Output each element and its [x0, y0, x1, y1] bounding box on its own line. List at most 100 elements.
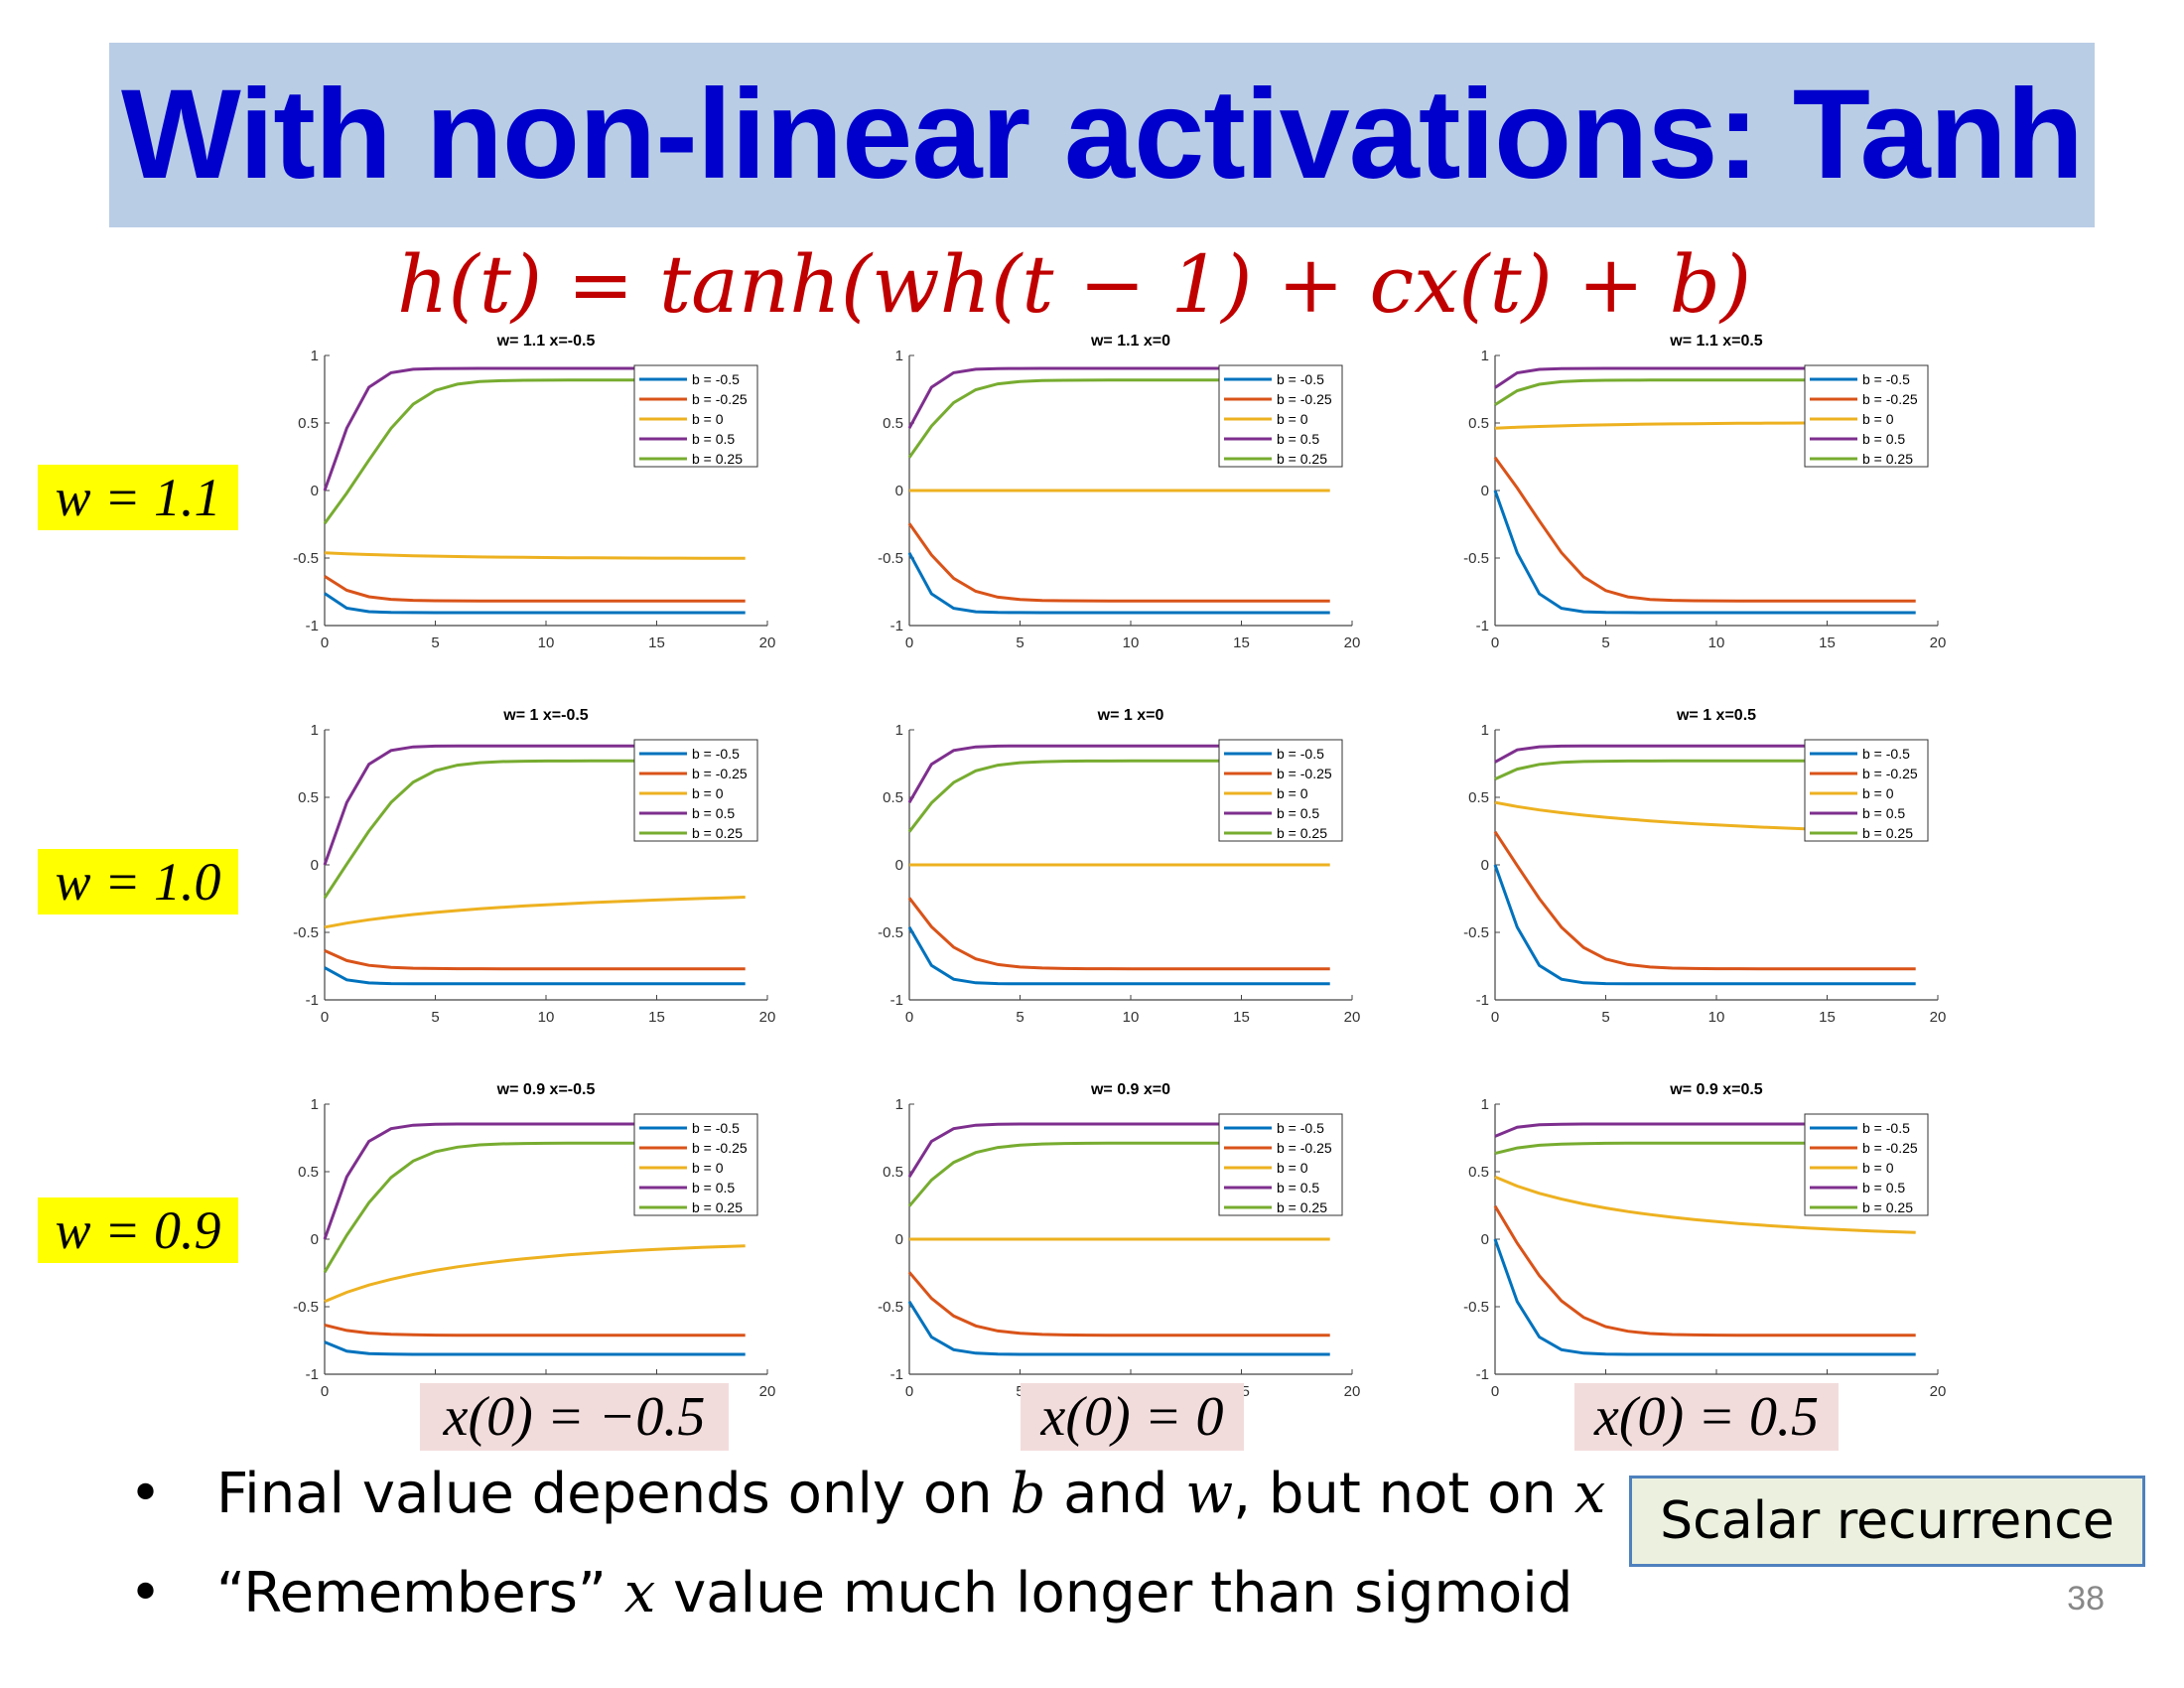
legend-entry: b = 0.5 — [1277, 431, 1319, 447]
bullet-text: value much longer than sigmoid — [655, 1561, 1573, 1625]
bullet-math: x — [623, 1561, 656, 1625]
x-tick-label: 20 — [1344, 634, 1361, 651]
row-label-w-1-0: w = 1.0 — [38, 849, 238, 914]
page-number: 38 — [2067, 1580, 2105, 1618]
legend-entry: b = 0 — [692, 785, 724, 801]
series-line — [324, 592, 746, 615]
subplot: w= 1 x=-0.5-1-0.500.510 5 10 15 20b = -0.5b … — [293, 707, 775, 1026]
x-tick-label: 5 — [1601, 1009, 1609, 1026]
legend-entry: b = -0.5 — [692, 746, 740, 762]
legend-entry: b = -0.25 — [1862, 766, 1918, 781]
subplot-title: w= 0.9 x=0.5 — [1669, 1081, 1763, 1098]
legend-entry: b = 0 — [1277, 1160, 1308, 1176]
series-line — [1493, 864, 1916, 986]
bullet-list: • Final value depends only on b and w, bu… — [129, 1445, 1605, 1643]
legend-entry: b = 0.25 — [1862, 825, 1913, 841]
y-tick-label: -0.5 — [878, 1299, 903, 1316]
legend-entry: b = 0.5 — [692, 805, 735, 821]
series-line — [324, 1323, 746, 1337]
title-bar: With non-linear activations: Tanh — [109, 43, 2095, 227]
legend-entry: b = 0.5 — [1862, 431, 1905, 447]
bullet-text: , but not on — [1233, 1462, 1574, 1526]
legend: b = -0.5 b = -0.25 b = 0 b = 0.5 b = 0.25 — [1218, 364, 1343, 468]
bullet-math: b — [1010, 1462, 1046, 1526]
subplot: w= 1.1 x=0-1-0.500.510 5 10 15 20b = -0.5b =… — [878, 333, 1360, 651]
y-tick-label: -1 — [1476, 992, 1489, 1009]
y-tick-label: -0.5 — [1463, 550, 1489, 567]
subplot-title: w= 1.1 x=0 — [1090, 333, 1170, 350]
y-tick-label: -0.5 — [878, 924, 903, 941]
y-tick-label: 0 — [1481, 1231, 1489, 1248]
subplot-title: w= 0.9 x=-0.5 — [496, 1081, 596, 1098]
y-tick-label: -1 — [1476, 1366, 1489, 1383]
subplot: w= 1 x=0.5-1-0.500.510 5 10 15 20b = -0.5b =… — [1463, 707, 1946, 1026]
x-tick-label: 5 — [1601, 634, 1609, 651]
x-tick-label: 10 — [538, 1009, 555, 1026]
legend-entry: b = -0.25 — [1862, 1140, 1918, 1156]
y-tick-label: -1 — [306, 1366, 319, 1383]
legend-entry: b = 0 — [1862, 1160, 1894, 1176]
x-tick-label: 0 — [321, 634, 329, 651]
y-tick-label: 0 — [311, 1231, 319, 1248]
x-tick-label: 10 — [1123, 1009, 1140, 1026]
y-tick-label: -1 — [890, 618, 903, 634]
bullet-dot: • — [129, 1462, 163, 1526]
x-tick-label: 15 — [1233, 634, 1250, 651]
subplot-title: w= 1 x=-0.5 — [502, 707, 588, 724]
series-line — [907, 522, 1330, 603]
y-tick-label: 1 — [1481, 722, 1489, 739]
y-tick-label: 0.5 — [298, 415, 319, 432]
legend-entry: b = 0.25 — [1862, 1199, 1913, 1215]
series-line — [324, 575, 746, 603]
y-tick-label: -1 — [890, 1366, 903, 1383]
legend-entry: b = -0.25 — [1277, 391, 1332, 407]
scalar-recurrence-callout: Scalar recurrence — [1629, 1476, 2145, 1567]
y-tick-label: 0.5 — [883, 789, 903, 806]
legend-box — [1218, 364, 1343, 468]
series-line — [324, 896, 746, 929]
bullet-item: • “Remembers” x value much longer than si… — [129, 1544, 1605, 1643]
x-tick-label: 20 — [1930, 1383, 1947, 1400]
series-line — [907, 926, 1330, 986]
series-line — [324, 966, 746, 986]
legend-entry: b = -0.25 — [692, 1140, 748, 1156]
y-tick-label: 0.5 — [883, 1164, 903, 1181]
legend-entry: b = -0.5 — [1862, 371, 1910, 387]
x-tick-label: 20 — [759, 1383, 776, 1400]
column-label-x-0: x(0) = 0 — [1021, 1383, 1244, 1451]
x-tick-label: 15 — [1819, 1009, 1836, 1026]
legend: b = -0.5 b = -0.25 b = 0 b = 0.5 b = 0.25 — [633, 739, 758, 842]
y-tick-label: 0.5 — [1468, 789, 1489, 806]
legend-entry: b = 0.5 — [692, 431, 735, 447]
series-line — [907, 552, 1330, 615]
legend: b = -0.5 b = -0.25 b = 0 b = 0.5 b = 0.25 — [1804, 364, 1929, 468]
legend: b = -0.5 b = -0.25 b = 0 b = 0.5 b = 0.25 — [1804, 1113, 1929, 1216]
x-tick-label: 15 — [1233, 1009, 1250, 1026]
y-tick-label: 0.5 — [883, 415, 903, 432]
series-line — [324, 551, 746, 560]
legend-entry: b = -0.5 — [1862, 1120, 1910, 1136]
x-tick-label: 5 — [1016, 634, 1024, 651]
x-tick-label: 15 — [648, 634, 665, 651]
subplot-title: w= 0.9 x=0 — [1090, 1081, 1170, 1098]
x-tick-label: 0 — [905, 1383, 913, 1400]
slide-title: With non-linear activations: Tanh — [121, 64, 2084, 206]
subplot-title: w= 1.1 x=0.5 — [1669, 333, 1763, 350]
legend-entry: b = -0.5 — [1277, 371, 1324, 387]
y-tick-label: 1 — [895, 1096, 903, 1113]
legend-entry: b = -0.25 — [692, 391, 748, 407]
x-tick-label: 0 — [321, 1009, 329, 1026]
x-tick-label: 20 — [759, 1009, 776, 1026]
y-tick-label: 0 — [895, 857, 903, 874]
legend-entry: b = -0.5 — [692, 1120, 740, 1136]
y-tick-label: -1 — [306, 992, 319, 1009]
y-tick-label: 0.5 — [298, 789, 319, 806]
y-tick-label: 0.5 — [298, 1164, 319, 1181]
x-tick-label: 5 — [431, 634, 439, 651]
y-tick-label: -1 — [890, 992, 903, 1009]
y-tick-label: 1 — [311, 348, 319, 364]
legend: b = -0.5 b = -0.25 b = 0 b = 0.5 b = 0.25 — [1804, 739, 1929, 842]
y-tick-label: 1 — [1481, 1096, 1489, 1113]
